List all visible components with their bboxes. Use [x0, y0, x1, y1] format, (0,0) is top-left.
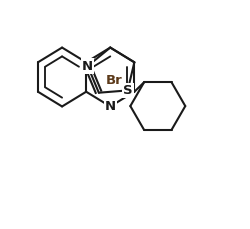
Text: S: S	[123, 84, 132, 97]
Text: Br: Br	[106, 74, 122, 87]
Text: N: N	[105, 100, 116, 113]
Text: N: N	[82, 60, 93, 73]
